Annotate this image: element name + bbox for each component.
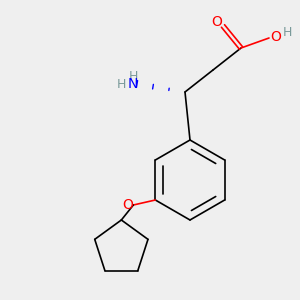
Text: H: H: [128, 70, 138, 83]
Text: H: H: [116, 77, 126, 91]
Text: O: O: [212, 15, 222, 29]
Text: H: H: [282, 26, 292, 40]
Text: N: N: [128, 77, 138, 91]
Text: O: O: [122, 198, 133, 212]
Text: O: O: [271, 30, 281, 44]
